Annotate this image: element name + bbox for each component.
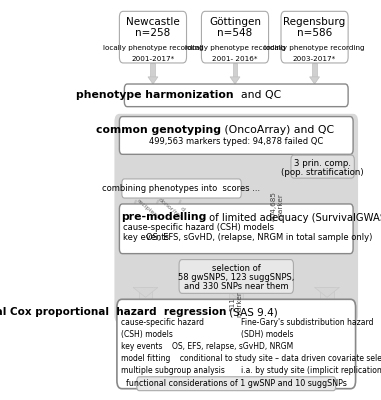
Text: final Cox proportional  hazard  regression: final Cox proportional hazard regression [0,307,226,317]
Polygon shape [133,287,158,297]
Text: phenotype harmonization: phenotype harmonization [76,90,234,100]
Text: n=548: n=548 [218,28,253,38]
FancyBboxPatch shape [114,114,358,323]
FancyBboxPatch shape [119,116,353,154]
Text: of limited adequacy (SurvivalGWAS_SV): of limited adequacy (SurvivalGWAS_SV) [207,212,381,223]
Text: key events: key events [123,232,169,242]
Polygon shape [224,287,249,297]
Text: locally phenotype recording: locally phenotype recording [102,45,203,51]
Text: OS, EFS, sGvHD, (relapse, NRGM in total sample only): OS, EFS, sGvHD, (relapse, NRGM in total … [146,232,372,242]
Text: 404,685
marker: 404,685 marker [271,191,284,221]
Text: and QC: and QC [234,90,281,100]
Text: locally phenotype recording: locally phenotype recording [264,45,365,51]
FancyBboxPatch shape [124,84,348,107]
FancyBboxPatch shape [202,11,269,63]
FancyBboxPatch shape [179,260,293,293]
Text: recipient: recipient [135,198,160,220]
FancyBboxPatch shape [291,155,354,178]
Text: Newcastle: Newcastle [126,17,180,27]
Text: 58 gwSNPS, 123 suggSNPS,: 58 gwSNPS, 123 suggSNPS, [178,273,295,282]
Polygon shape [312,63,317,77]
Text: combining phenotypes into  scores ...: combining phenotypes into scores ... [102,184,261,193]
Polygon shape [315,287,339,297]
Text: (OncoArray) and QC: (OncoArray) and QC [221,125,335,135]
Text: 3 prin. comp.: 3 prin. comp. [294,159,351,168]
Polygon shape [310,77,320,84]
FancyBboxPatch shape [119,11,187,63]
Text: selection of: selection of [212,264,261,272]
Text: (pop. stratification): (pop. stratification) [281,168,364,177]
Text: (SDH) models: (SDH) models [241,330,293,339]
Text: i.a. by study site (implicit replication): i.a. by study site (implicit replication… [241,366,381,375]
Text: model fitting    conditional to study site – data driven covariate selection: model fitting conditional to study site … [121,354,381,363]
Polygon shape [150,63,155,77]
Text: Regensburg: Regensburg [283,17,346,27]
Text: donor/rec.: donor/rec. [157,197,185,221]
Text: n=586: n=586 [297,28,332,38]
Polygon shape [320,287,334,323]
FancyBboxPatch shape [137,377,336,391]
Text: 2001- 2016*: 2001- 2016* [212,56,258,62]
Text: n=258: n=258 [135,28,171,38]
Text: (CSH) models: (CSH) models [121,330,173,339]
Text: cause-specific hazard (CSH) models: cause-specific hazard (CSH) models [123,223,274,232]
Text: 2003-2017*: 2003-2017* [293,56,336,62]
Text: multiple subgroup analysis: multiple subgroup analysis [121,366,224,375]
FancyBboxPatch shape [281,11,348,63]
FancyBboxPatch shape [122,179,241,198]
Text: common genotyping: common genotyping [96,125,221,135]
Text: and 330 SNPs near them: and 330 SNPs near them [184,282,288,291]
Polygon shape [139,287,152,323]
Text: (SAS 9.4): (SAS 9.4) [226,307,278,317]
Polygon shape [232,63,237,77]
Text: pre-modelling: pre-modelling [121,212,207,222]
Text: 499,563 markers typed: 94,878 failed QC: 499,563 markers typed: 94,878 failed QC [149,137,323,146]
Text: 2001-2017*: 2001-2017* [131,56,174,62]
Text: d: d [179,206,186,212]
Text: 511
marker: 511 marker [230,292,243,318]
Text: cause-specific hazard: cause-specific hazard [121,318,203,327]
Text: Fine-Gary's subdistribution hazard: Fine-Gary's subdistribution hazard [241,318,373,327]
Polygon shape [229,287,243,323]
Text: Göttingen: Göttingen [209,17,261,27]
Text: locally phenotype recording: locally phenotype recording [185,45,285,51]
Text: functional considerations of 1 gwSNP and 10 suggSNPs: functional considerations of 1 gwSNP and… [126,379,347,388]
Text: key events    OS, EFS, relapse, sGvHD, NRGM: key events OS, EFS, relapse, sGvHD, NRGM [121,342,293,351]
FancyBboxPatch shape [119,204,353,254]
Polygon shape [230,77,240,84]
FancyBboxPatch shape [117,299,355,389]
Polygon shape [148,77,158,84]
